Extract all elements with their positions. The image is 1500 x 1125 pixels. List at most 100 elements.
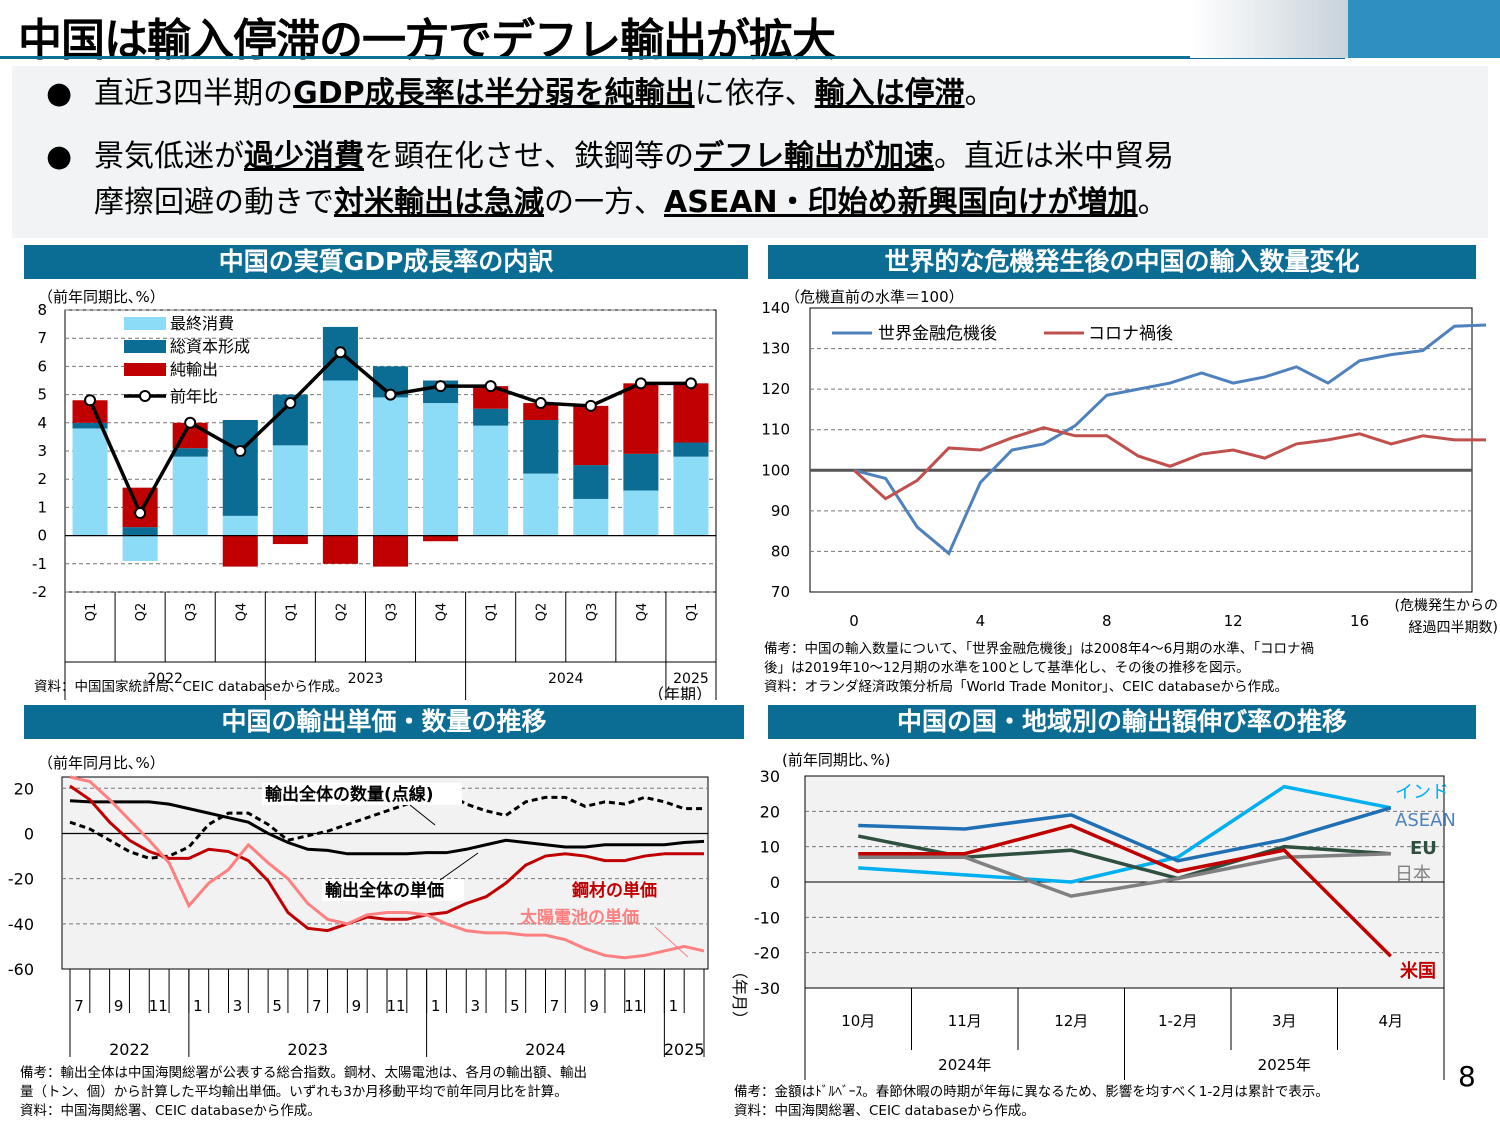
bullet-segment: 景気低迷が	[94, 139, 244, 174]
series-label: 米国	[1400, 960, 1436, 982]
bar-investment	[473, 408, 509, 426]
import-note-1: 備考：中国の輸入数量について、「世界金融危機後」は2008年4～6月期の水準、「…	[764, 641, 1314, 657]
yoy-point	[284, 397, 297, 410]
label-leader	[409, 804, 436, 826]
legend-swatch	[124, 317, 166, 330]
bar-netexport	[523, 403, 559, 420]
legend-label: 最終消費	[170, 314, 234, 333]
yoy-point	[534, 397, 547, 410]
x-tick-label: Q2	[334, 603, 349, 622]
legend-label: 総資本形成	[170, 337, 250, 356]
bar-consumption	[573, 498, 609, 536]
gdp-chart-header: 中国の実質GDP成長率の内訳	[24, 245, 748, 279]
yoy-point	[84, 394, 97, 407]
bullet-segment: 摩擦回避の動きで	[94, 185, 334, 220]
series-label: インド	[1395, 782, 1449, 803]
x-tick-label: Q3	[184, 603, 199, 622]
y-tick-label: 7	[37, 329, 47, 347]
series-label: 日本	[1395, 864, 1431, 885]
bullet-segment: 。	[964, 76, 995, 111]
page-number: 8	[1458, 1060, 1476, 1093]
bullet-segment: に依存、	[694, 76, 815, 111]
y-tick-label: 90	[771, 502, 790, 520]
x-unit-label: （年期）	[648, 685, 712, 700]
x-year-label: 2023	[287, 1040, 328, 1059]
bullet-emphasis: GDP成長率は半分弱を純輸出	[293, 76, 695, 111]
gdp-ylabel: （前年同期比､%）	[38, 288, 165, 306]
plot-area	[809, 307, 1473, 593]
y-tick-label: -2	[32, 583, 47, 601]
export-price-chart-header: 中国の輸出単価・数量の推移	[24, 705, 744, 739]
bullet-dot-icon: ●	[46, 139, 73, 174]
bullet-segment: 直近3四半期の	[94, 76, 294, 111]
y-tick-label: 70	[771, 583, 790, 601]
summary-bullets: ● 直近3四半期のGDP成長率は半分弱を純輸出に依存、輸入は停滞。 ● 景気低迷が過…	[12, 66, 1488, 238]
x-tick-label: 9	[589, 997, 599, 1015]
y-tick-label: 0	[37, 527, 47, 545]
x-tick-label: 11	[149, 997, 168, 1015]
y-tick-label: 1	[37, 498, 47, 516]
export-price-note-1: 備考：輸出全体は中国海関総署が公表する総合指数。鋼材、太陽電池は、各月の輸出額、…	[20, 1065, 587, 1081]
yoy-point	[334, 346, 347, 359]
bar-consumption	[623, 490, 659, 536]
bar-investment	[172, 448, 208, 457]
x-tick-label: 5	[510, 997, 520, 1015]
x-year-label: 2024	[525, 1040, 566, 1059]
legend-swatch	[139, 390, 151, 402]
bullet-segment: 。直近は米中貿易	[934, 139, 1174, 174]
export-price-chart: 20 0 -20 -40 -60 輸出全体の数量(点線) 輸出全体の単価 鋼材の単価太陽電池の…	[8, 775, 749, 1059]
x-tick-label: Q1	[284, 603, 299, 622]
bullet-segment: の一方、	[544, 185, 664, 220]
y-tick-label: 130	[761, 340, 790, 358]
series-line-0	[853, 323, 1487, 556]
x-tick-label: Q4	[635, 603, 650, 622]
y-tick-label: -30	[754, 979, 780, 998]
export-price-note-3: 資料：中国海関総署、CEIC databaseから作成。	[20, 1103, 321, 1119]
y-tick-label: 8	[37, 301, 47, 319]
title-gradient-decoration	[1190, 0, 1350, 58]
yoy-point	[234, 445, 247, 457]
bullet-emphasis: 対米輸出は急減	[334, 185, 544, 220]
yoy-point	[134, 507, 147, 520]
x-tick-label: 1	[431, 997, 441, 1015]
x-year-label: 2024	[548, 671, 584, 687]
bar-consumption	[423, 403, 459, 536]
x-tick-label: Q4	[234, 603, 249, 622]
bar-netexport	[673, 383, 709, 443]
export-region-note-1: 備考：金額はﾄﾞﾙﾍﾞｰｽ。春節休暇の時期が年毎に異なるため、影響を均すべく1-…	[734, 1084, 1329, 1100]
x-year-label: 2022	[109, 1040, 150, 1059]
label-leader	[654, 926, 689, 958]
x-tick-label: 3	[470, 997, 480, 1015]
yoy-point	[684, 377, 697, 390]
yoy-point	[434, 380, 447, 393]
y-tick-label: 2	[37, 470, 47, 488]
y-tick-label: -20	[8, 870, 34, 889]
y-tick-label: 20	[14, 779, 34, 798]
x-tick-label: Q3	[585, 603, 600, 622]
y-tick-label: 80	[771, 542, 790, 560]
y-tick-label: -10	[754, 908, 780, 927]
series-label-steel: 鋼材の単価	[571, 880, 657, 901]
bar-investment	[72, 422, 108, 429]
yoy-point	[634, 377, 647, 390]
bar-netexport	[372, 535, 409, 567]
x-tick-label: 16	[1350, 612, 1369, 630]
y-tick-label: 6	[37, 357, 47, 375]
legend-label: コロナ禍後	[1088, 324, 1173, 344]
x-tick-label: 1	[193, 997, 203, 1015]
series-line-2	[69, 784, 704, 933]
plot-area	[61, 776, 709, 970]
x-unit-label: (危機発生からの	[1395, 598, 1498, 614]
bar-investment	[122, 527, 158, 536]
bar-consumption	[72, 428, 108, 536]
bullet-emphasis: ASEAN・印始め新興国向けが増加	[664, 185, 1138, 220]
series-line-0	[858, 784, 1392, 884]
y-tick-label: -60	[8, 960, 34, 979]
x-year-label: 2024年	[938, 1056, 991, 1074]
x-tick-label: Q4	[435, 603, 450, 622]
bar-investment	[523, 419, 559, 474]
x-year-label: 2023	[348, 671, 384, 687]
x-tick-label: 5	[272, 997, 282, 1015]
series-line-3	[69, 775, 705, 960]
